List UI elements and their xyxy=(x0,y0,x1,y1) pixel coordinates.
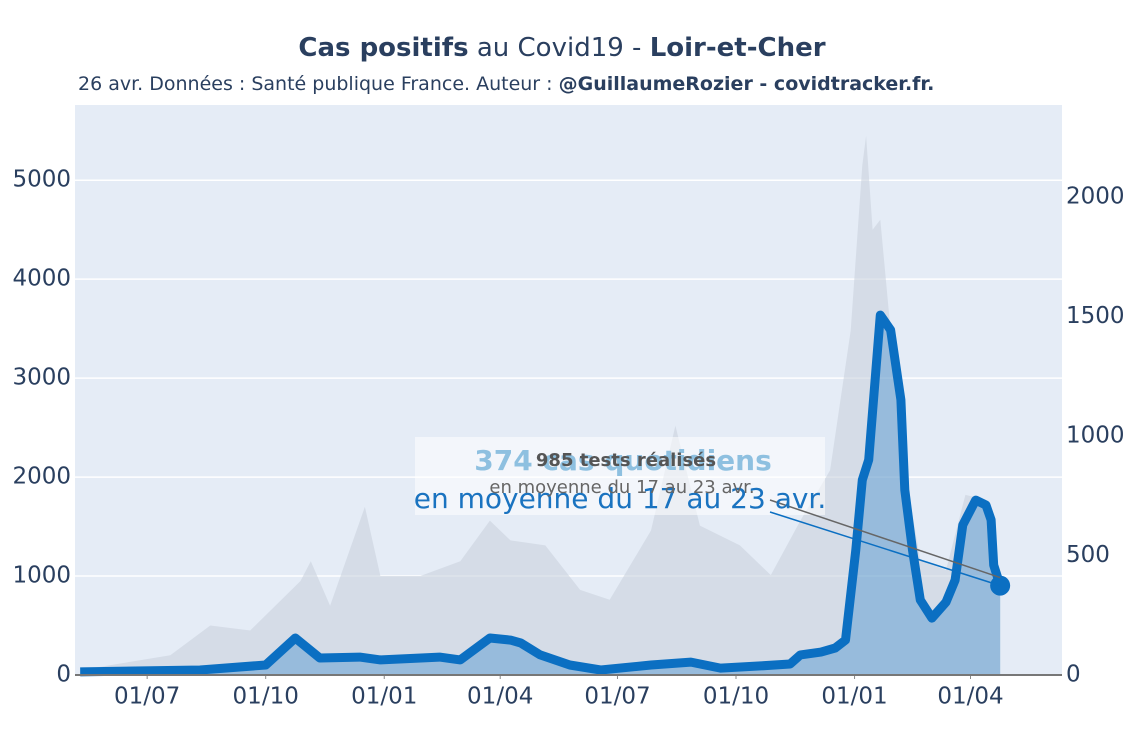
cases-line xyxy=(80,310,1005,677)
annotation-sub: en moyenne du 17 au 23 avr. xyxy=(414,482,827,515)
chart-title: Cas positifs au Covid19 - Loir-et-Cher xyxy=(298,33,825,63)
y2-tick-label: 500 xyxy=(1066,542,1110,568)
y2-tick-label: 1000 xyxy=(1066,423,1125,449)
annotation-arrow xyxy=(769,499,1001,579)
y2-tick-label: 0 xyxy=(1066,662,1081,688)
y-tick-label: 4000 xyxy=(12,266,71,292)
x-tick-label: 01/01 xyxy=(821,684,887,710)
annotation-box xyxy=(415,437,825,515)
x-tick-label: 01/07 xyxy=(114,684,180,710)
title-part: au Covid19 - xyxy=(469,33,650,63)
title-part: Cas positifs xyxy=(298,33,468,63)
y-tick-label: 2000 xyxy=(12,464,71,490)
annotation-text: 374 cas quotidiens xyxy=(474,444,772,477)
annotation-sub: en moyenne du 17 au 23 avr. xyxy=(489,477,754,498)
title-part: Loir-et-Cher xyxy=(650,33,826,63)
x-tick-label: 01/04 xyxy=(467,684,533,710)
subtitle-part: 26 avr. Données : Santé publique France.… xyxy=(78,73,559,95)
subtitle-part: @GuillaumeRozier - covidtracker.fr. xyxy=(559,73,935,95)
x-tick-label: 01/04 xyxy=(937,684,1003,710)
tests-area xyxy=(80,135,1001,675)
cases-area xyxy=(80,315,1001,675)
annotation-arrow xyxy=(769,511,1001,587)
y2-tick-label: 2000 xyxy=(1066,184,1125,210)
y-tick-label: 3000 xyxy=(12,365,71,391)
y-tick-label: 0 xyxy=(56,662,71,688)
annotation-text: 985 tests réalisés xyxy=(536,450,716,471)
y-tick-label: 5000 xyxy=(12,167,71,193)
x-tick-label: 01/01 xyxy=(351,684,417,710)
y-tick-label: 1000 xyxy=(12,563,71,589)
chart-subtitle: 26 avr. Données : Santé publique France.… xyxy=(78,73,934,95)
y2-tick-label: 1500 xyxy=(1066,303,1125,329)
x-tick-label: 01/10 xyxy=(703,684,769,710)
x-tick-label: 01/07 xyxy=(584,684,650,710)
x-tick-label: 01/10 xyxy=(233,684,299,710)
